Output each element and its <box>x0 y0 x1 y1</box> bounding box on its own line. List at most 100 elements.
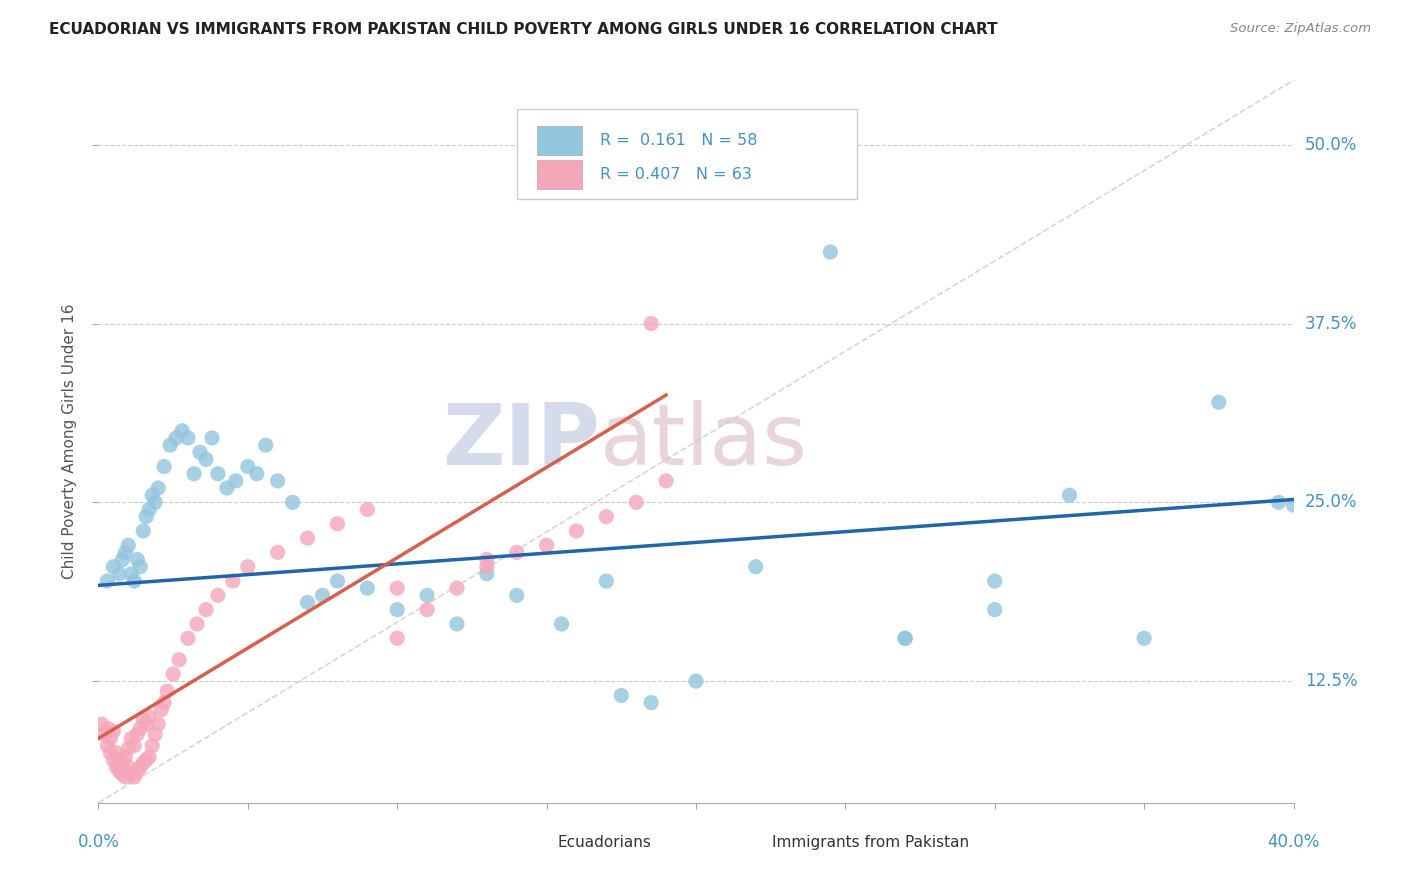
Point <box>132 713 155 727</box>
Point <box>129 559 152 574</box>
Point <box>96 574 118 588</box>
Point <box>127 552 149 566</box>
Point <box>267 545 290 559</box>
Point <box>117 760 139 774</box>
Point <box>117 538 139 552</box>
Point <box>416 602 439 616</box>
Point <box>446 617 468 632</box>
Bar <box>537 126 582 154</box>
Point <box>475 559 498 574</box>
Point <box>1208 395 1230 409</box>
Point <box>356 581 378 595</box>
Point <box>326 516 349 531</box>
Point <box>135 509 157 524</box>
Point <box>246 467 269 481</box>
Point <box>103 753 125 767</box>
FancyBboxPatch shape <box>517 109 858 200</box>
Point <box>640 317 662 331</box>
Point <box>195 452 218 467</box>
Point <box>114 545 136 559</box>
Point <box>236 559 259 574</box>
Point <box>225 474 247 488</box>
Point <box>117 741 139 756</box>
Text: 25.0%: 25.0% <box>1305 493 1357 511</box>
Point <box>129 760 152 774</box>
Text: R = 0.407   N = 63: R = 0.407 N = 63 <box>600 167 752 182</box>
Point <box>90 717 112 731</box>
Text: 12.5%: 12.5% <box>1305 673 1357 690</box>
Text: Ecuadorians: Ecuadorians <box>557 835 651 850</box>
Text: Source: ZipAtlas.com: Source: ZipAtlas.com <box>1230 22 1371 36</box>
Point <box>172 424 194 438</box>
Point <box>201 431 224 445</box>
Point <box>135 717 157 731</box>
Point <box>143 727 166 741</box>
Point <box>1059 488 1081 502</box>
Point <box>281 495 304 509</box>
Point <box>148 481 170 495</box>
Point <box>610 689 633 703</box>
Point <box>93 727 115 741</box>
Point <box>1133 632 1156 646</box>
Point <box>1282 498 1305 512</box>
Point <box>98 731 122 746</box>
Point <box>655 474 678 488</box>
Point <box>416 588 439 602</box>
Text: R =  0.161   N = 58: R = 0.161 N = 58 <box>600 133 758 148</box>
Point <box>475 552 498 566</box>
Point <box>820 244 842 259</box>
Point <box>138 710 160 724</box>
Point <box>105 746 128 760</box>
Point <box>356 502 378 516</box>
Point <box>326 574 349 588</box>
Point <box>311 588 333 602</box>
Point <box>267 474 290 488</box>
Point <box>385 632 409 646</box>
Point <box>111 767 134 781</box>
Point <box>127 764 149 779</box>
Point <box>183 467 205 481</box>
Point <box>120 767 142 781</box>
Point <box>297 531 319 545</box>
Point <box>506 545 529 559</box>
Point <box>165 431 187 445</box>
Point <box>685 674 707 689</box>
Point <box>215 481 238 495</box>
Point <box>153 459 176 474</box>
Point <box>132 524 155 538</box>
Point <box>475 566 498 581</box>
Bar <box>517 833 543 852</box>
Point <box>595 574 617 588</box>
Point <box>207 588 229 602</box>
Point <box>984 574 1007 588</box>
Text: ECUADORIAN VS IMMIGRANTS FROM PAKISTAN CHILD POVERTY AMONG GIRLS UNDER 16 CORREL: ECUADORIAN VS IMMIGRANTS FROM PAKISTAN C… <box>49 22 998 37</box>
Point <box>894 632 917 646</box>
Point <box>188 445 211 459</box>
Point <box>153 696 176 710</box>
Point <box>254 438 277 452</box>
Point <box>984 602 1007 616</box>
Point <box>595 509 617 524</box>
Point <box>105 760 128 774</box>
Text: 50.0%: 50.0% <box>1305 136 1357 153</box>
Point <box>536 538 558 552</box>
Point <box>207 467 229 481</box>
Text: atlas: atlas <box>600 400 808 483</box>
Point <box>103 559 125 574</box>
Point <box>135 753 157 767</box>
Point <box>195 602 218 616</box>
Point <box>138 750 160 764</box>
Point <box>114 770 136 784</box>
Point <box>141 739 163 753</box>
Point <box>159 438 181 452</box>
Point <box>177 632 200 646</box>
Text: Immigrants from Pakistan: Immigrants from Pakistan <box>772 835 970 850</box>
Point <box>506 588 529 602</box>
Point <box>550 617 572 632</box>
Point <box>120 731 142 746</box>
Point <box>138 502 160 516</box>
Point <box>167 653 190 667</box>
Point <box>150 703 173 717</box>
Point <box>446 581 468 595</box>
Point <box>156 684 179 698</box>
